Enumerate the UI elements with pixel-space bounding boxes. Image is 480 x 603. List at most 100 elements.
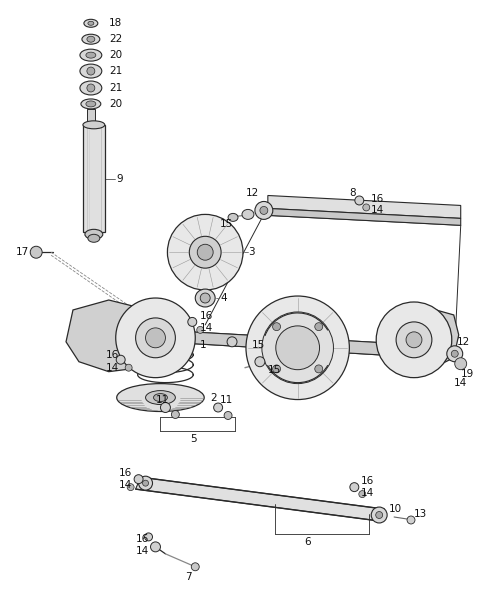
- Ellipse shape: [451, 350, 458, 357]
- Polygon shape: [268, 209, 461, 226]
- Ellipse shape: [144, 533, 153, 541]
- Bar: [83, 125, 105, 232]
- Text: 5: 5: [190, 434, 197, 444]
- Circle shape: [246, 296, 349, 400]
- Text: 15: 15: [252, 340, 265, 350]
- Text: 16: 16: [361, 476, 374, 486]
- Text: 11: 11: [220, 394, 233, 405]
- Circle shape: [136, 318, 175, 358]
- Ellipse shape: [255, 201, 273, 219]
- Ellipse shape: [87, 84, 95, 92]
- Text: 7: 7: [185, 572, 192, 582]
- Text: 19: 19: [461, 368, 474, 379]
- Ellipse shape: [355, 196, 364, 205]
- Text: 16: 16: [119, 468, 132, 478]
- Ellipse shape: [260, 206, 268, 215]
- Ellipse shape: [224, 411, 232, 420]
- Ellipse shape: [371, 507, 387, 523]
- Ellipse shape: [88, 21, 94, 25]
- Ellipse shape: [84, 19, 98, 27]
- Ellipse shape: [86, 52, 96, 58]
- Ellipse shape: [151, 542, 160, 552]
- Text: 20: 20: [109, 99, 122, 109]
- Bar: [87, 109, 95, 125]
- Polygon shape: [156, 330, 427, 358]
- Ellipse shape: [117, 384, 204, 411]
- Text: 14: 14: [136, 546, 149, 556]
- Circle shape: [262, 312, 334, 384]
- Ellipse shape: [80, 64, 102, 78]
- Ellipse shape: [192, 563, 199, 571]
- Text: 1: 1: [200, 340, 207, 350]
- Ellipse shape: [87, 36, 95, 42]
- Ellipse shape: [195, 289, 215, 307]
- Text: 10: 10: [389, 504, 402, 514]
- Ellipse shape: [447, 346, 463, 362]
- Ellipse shape: [143, 480, 148, 486]
- Text: 14: 14: [106, 362, 119, 373]
- Ellipse shape: [376, 511, 383, 519]
- Polygon shape: [156, 330, 427, 358]
- Circle shape: [396, 322, 432, 358]
- Ellipse shape: [255, 357, 265, 367]
- Circle shape: [30, 246, 42, 258]
- Text: 13: 13: [414, 509, 427, 519]
- Text: 8: 8: [349, 188, 356, 198]
- Text: 22: 22: [109, 34, 122, 44]
- Polygon shape: [66, 300, 162, 371]
- Text: 6: 6: [305, 537, 311, 547]
- Text: 4: 4: [220, 293, 227, 303]
- Text: 16: 16: [106, 350, 119, 360]
- Text: 14: 14: [361, 488, 374, 498]
- Ellipse shape: [88, 235, 100, 242]
- Ellipse shape: [350, 482, 359, 491]
- Text: 9: 9: [117, 174, 123, 183]
- Circle shape: [406, 332, 422, 348]
- Polygon shape: [148, 318, 168, 342]
- Text: 14: 14: [454, 377, 467, 388]
- Circle shape: [273, 323, 280, 330]
- Text: 3: 3: [248, 247, 254, 257]
- Circle shape: [189, 236, 221, 268]
- Circle shape: [145, 328, 166, 348]
- Text: 2: 2: [210, 393, 217, 403]
- Circle shape: [315, 323, 323, 330]
- Circle shape: [116, 298, 195, 377]
- Circle shape: [455, 358, 467, 370]
- Ellipse shape: [80, 49, 102, 61]
- Ellipse shape: [154, 394, 168, 402]
- Ellipse shape: [363, 204, 370, 211]
- Polygon shape: [268, 195, 461, 218]
- Ellipse shape: [85, 229, 103, 239]
- Ellipse shape: [82, 34, 100, 44]
- Text: 16: 16: [371, 195, 384, 204]
- Ellipse shape: [197, 326, 204, 333]
- Ellipse shape: [80, 81, 102, 95]
- Text: 14: 14: [200, 323, 214, 333]
- Ellipse shape: [86, 101, 96, 107]
- Text: 21: 21: [109, 83, 122, 93]
- Ellipse shape: [83, 121, 105, 129]
- Text: 12: 12: [457, 337, 470, 347]
- Text: 14: 14: [371, 206, 384, 215]
- Circle shape: [273, 365, 280, 373]
- Circle shape: [376, 302, 452, 377]
- Ellipse shape: [87, 67, 95, 75]
- Circle shape: [197, 244, 213, 260]
- Polygon shape: [136, 477, 384, 521]
- Ellipse shape: [125, 364, 132, 371]
- Ellipse shape: [134, 475, 143, 484]
- Ellipse shape: [359, 491, 366, 497]
- Circle shape: [315, 365, 323, 373]
- Circle shape: [276, 326, 320, 370]
- Text: 15: 15: [268, 365, 281, 374]
- Ellipse shape: [242, 209, 254, 219]
- Ellipse shape: [188, 317, 197, 326]
- Polygon shape: [387, 308, 459, 368]
- Ellipse shape: [145, 391, 175, 405]
- Ellipse shape: [214, 403, 223, 412]
- Ellipse shape: [81, 99, 101, 109]
- Ellipse shape: [200, 293, 210, 303]
- Text: 15: 15: [220, 219, 233, 229]
- Text: 21: 21: [109, 66, 122, 76]
